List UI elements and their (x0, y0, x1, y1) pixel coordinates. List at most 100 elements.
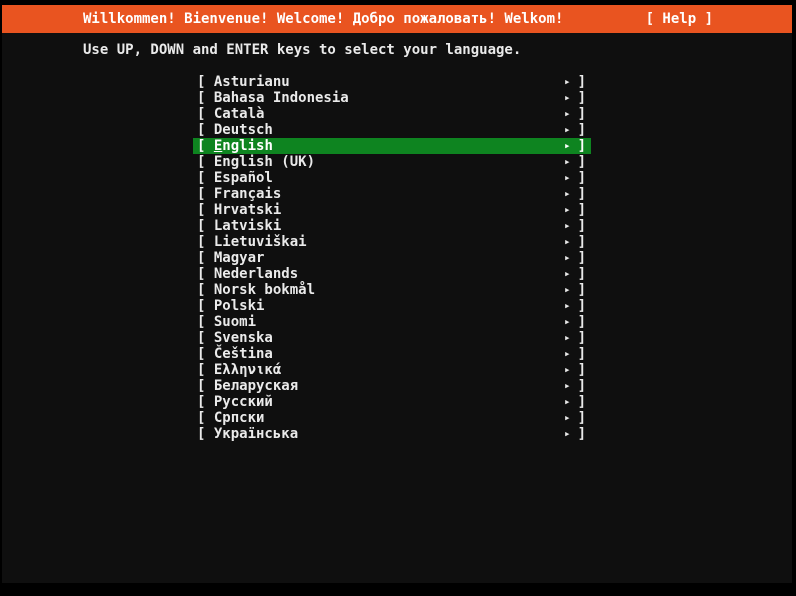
language-option[interactable]: [ Беларуская ▸] (193, 378, 591, 394)
language-option[interactable]: [ Українська ▸] (193, 426, 591, 442)
language-option[interactable]: [ Deutsch ▸] (193, 122, 591, 138)
language-label: [ Ελληνικά (197, 362, 282, 378)
expand-arrow-icon: ▸ (563, 203, 571, 216)
bracket-close: ] (577, 314, 586, 330)
expand-arrow-icon: ▸ (563, 299, 571, 312)
expand-arrow-icon: ▸ (563, 363, 571, 376)
row-right: ▸] (564, 74, 586, 90)
expand-arrow-icon: ▸ (563, 107, 571, 120)
expand-arrow-icon: ▸ (563, 139, 571, 152)
expand-arrow-icon: ▸ (563, 155, 571, 168)
language-option[interactable]: [ Asturianu ▸] (193, 74, 591, 90)
language-label: [ Čeština (197, 346, 273, 362)
row-right: ▸] (564, 186, 586, 202)
focus-cursor: E (213, 138, 223, 154)
expand-arrow-icon: ▸ (563, 75, 571, 88)
language-option[interactable]: [ Suomi ▸] (193, 314, 591, 330)
row-right: ▸] (564, 250, 586, 266)
language-option[interactable]: [ Català ▸] (193, 106, 591, 122)
language-label: [ Русский (197, 394, 273, 410)
bracket-close: ] (577, 330, 586, 346)
row-right: ▸] (564, 298, 586, 314)
title-bar: Willkommen! Bienvenue! Welcome! Добро по… (2, 5, 792, 33)
language-option[interactable]: [ Polski ▸] (193, 298, 591, 314)
row-right: ▸] (564, 122, 586, 138)
expand-arrow-icon: ▸ (563, 379, 571, 392)
language-option[interactable]: [ Hrvatski ▸] (193, 202, 591, 218)
row-right: ▸] (564, 394, 586, 410)
bracket-close: ] (577, 122, 586, 138)
language-label: [ Беларуская (197, 378, 299, 394)
bracket-close: ] (577, 154, 586, 170)
row-right: ▸] (564, 362, 586, 378)
bracket-close: ] (577, 250, 586, 266)
help-button[interactable]: [ Help ] (645, 11, 713, 27)
language-option[interactable]: [ Svenska ▸] (193, 330, 591, 346)
expand-arrow-icon: ▸ (563, 283, 571, 296)
language-label: [ Deutsch (197, 122, 273, 138)
language-label: [ Magyar (197, 250, 265, 266)
row-right: ▸] (564, 282, 586, 298)
row-right: ▸] (564, 426, 586, 442)
row-right: ▸] (564, 378, 586, 394)
language-label: [ Català (197, 106, 265, 122)
bracket-close: ] (577, 202, 586, 218)
language-label: [ Bahasa Indonesia (197, 90, 349, 106)
expand-arrow-icon: ▸ (563, 267, 571, 280)
expand-arrow-icon: ▸ (563, 251, 571, 264)
row-right: ▸] (564, 314, 586, 330)
row-right: ▸] (564, 170, 586, 186)
bracket-close: ] (577, 410, 586, 426)
language-option[interactable]: [ Latviski ▸] (193, 218, 591, 234)
bracket-close: ] (577, 218, 586, 234)
language-option[interactable]: [ Nederlands ▸] (193, 266, 591, 282)
expand-arrow-icon: ▸ (563, 411, 571, 424)
language-option[interactable]: [ Lietuviškai ▸] (193, 234, 591, 250)
expand-arrow-icon: ▸ (563, 395, 571, 408)
language-label: [ Српски (197, 410, 265, 426)
language-label: [ Nederlands (197, 266, 299, 282)
bracket-close: ] (577, 282, 586, 298)
language-option[interactable]: [ Español ▸] (193, 170, 591, 186)
language-option[interactable]: [ Čeština ▸] (193, 346, 591, 362)
bracket-close: ] (577, 106, 586, 122)
language-option[interactable]: [ Magyar ▸] (193, 250, 591, 266)
expand-arrow-icon: ▸ (563, 219, 571, 232)
bracket-close: ] (577, 234, 586, 250)
bracket-close: ] (577, 426, 586, 442)
language-option[interactable]: [ Русский ▸] (193, 394, 591, 410)
language-option[interactable]: [ Ελληνικά ▸] (193, 362, 591, 378)
expand-arrow-icon: ▸ (563, 171, 571, 184)
bracket-close: ] (577, 74, 586, 90)
bracket-close: ] (577, 378, 586, 394)
expand-arrow-icon: ▸ (563, 427, 571, 440)
language-option[interactable]: [ English (UK) ▸] (193, 154, 591, 170)
row-right: ▸] (564, 330, 586, 346)
expand-arrow-icon: ▸ (563, 91, 571, 104)
language-label: [ Hrvatski (197, 202, 282, 218)
language-label: [ Español (197, 170, 273, 186)
language-label: [ English (197, 138, 273, 154)
language-option[interactable]: [ Norsk bokmål ▸] (193, 282, 591, 298)
language-option[interactable]: [ English ▸] (193, 138, 591, 154)
bracket-close: ] (577, 362, 586, 378)
row-right: ▸] (564, 346, 586, 362)
bracket-close: ] (577, 186, 586, 202)
language-label: [ Latviski (197, 218, 282, 234)
expand-arrow-icon: ▸ (563, 347, 571, 360)
row-right: ▸] (564, 202, 586, 218)
installer-screen: Willkommen! Bienvenue! Welcome! Добро по… (2, 5, 792, 583)
language-label: [ Svenska (197, 330, 273, 346)
welcome-title: Willkommen! Bienvenue! Welcome! Добро по… (83, 11, 564, 27)
expand-arrow-icon: ▸ (563, 187, 571, 200)
language-option[interactable]: [ Српски ▸] (193, 410, 591, 426)
language-label: [ Lietuviškai (197, 234, 307, 250)
language-label: [ Asturianu (197, 74, 290, 90)
row-right: ▸] (564, 234, 586, 250)
language-option[interactable]: [ Français ▸] (193, 186, 591, 202)
expand-arrow-icon: ▸ (563, 123, 571, 136)
language-option[interactable]: [ Bahasa Indonesia ▸] (193, 90, 591, 106)
row-right: ▸] (564, 218, 586, 234)
row-right: ▸] (564, 90, 586, 106)
bracket-close: ] (577, 346, 586, 362)
